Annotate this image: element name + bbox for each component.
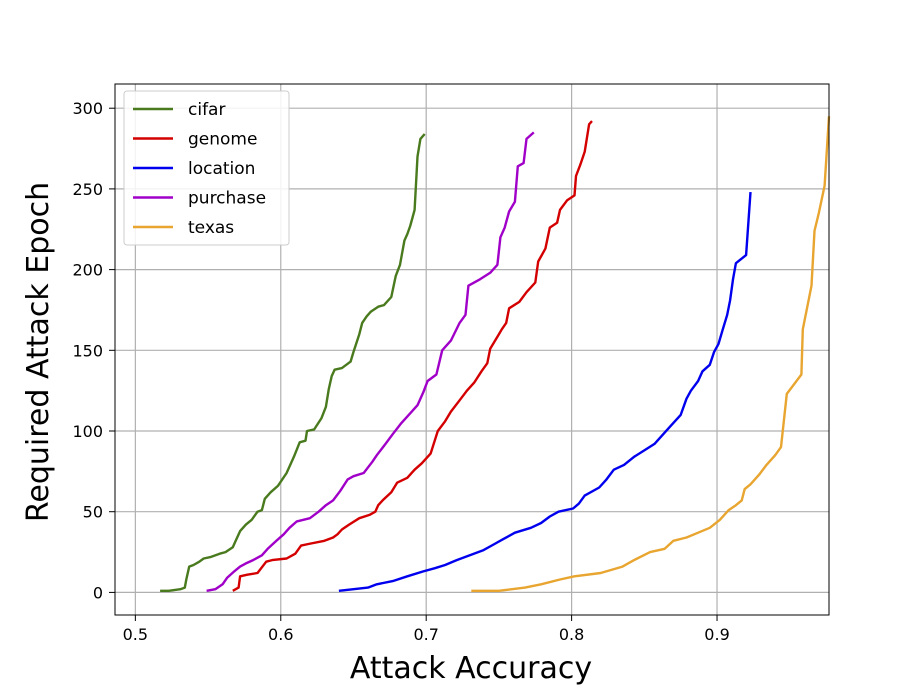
y-axis-label: Required Attack Epoch	[21, 182, 56, 522]
y-axis-ticks: 0 50 100 150 200 250 300	[72, 99, 115, 602]
x-axis-ticks: 0.5 0.6 0.7 0.8 0.9	[123, 615, 730, 644]
legend-label-cifar: cifar	[188, 100, 225, 120]
y-tick-label: 50	[83, 503, 103, 522]
y-tick-label: 200	[72, 261, 103, 280]
legend: cifar genome location purchase texas	[123, 90, 290, 246]
legend-box	[123, 90, 290, 246]
series-line-purchase	[206, 131, 535, 592]
x-axis-label: Attack Accuracy	[350, 651, 592, 686]
x-tick-label: 0.7	[413, 625, 438, 644]
legend-label-genome: genome	[188, 130, 257, 150]
series-line-texas	[471, 116, 831, 592]
y-tick-label: 300	[72, 99, 103, 118]
series-line-cifar	[160, 133, 426, 592]
legend-label-texas: texas	[188, 218, 234, 238]
series-lines	[160, 116, 831, 592]
x-tick-label: 0.8	[559, 625, 584, 644]
series-line-location	[338, 192, 752, 592]
legend-label-purchase: purchase	[188, 189, 266, 209]
x-tick-label: 0.5	[123, 625, 148, 644]
y-tick-label: 250	[72, 180, 103, 199]
x-tick-label: 0.6	[268, 625, 293, 644]
y-tick-label: 100	[72, 422, 103, 441]
series-line-genome	[232, 120, 593, 592]
y-tick-label: 0	[93, 583, 103, 602]
plot-frame	[114, 83, 830, 616]
legend-label-location: location	[188, 159, 255, 179]
x-tick-label: 0.9	[704, 625, 729, 644]
y-tick-label: 150	[72, 341, 103, 360]
